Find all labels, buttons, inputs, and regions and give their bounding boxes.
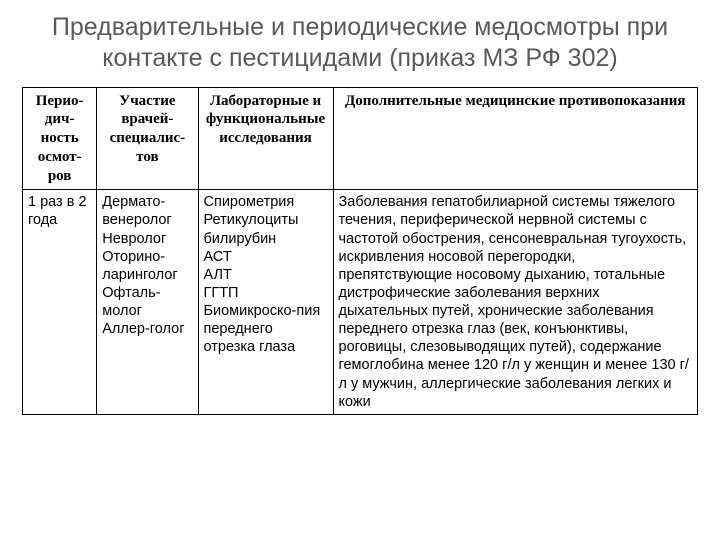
- exam-table: Перио-дич-ность осмот-ров Участие врачей…: [22, 87, 698, 415]
- cell-period: 1 раз в 2 года: [23, 190, 97, 415]
- cell-contra: Заболевания гепатобилиарной системы тяже…: [333, 190, 698, 415]
- table-row: 1 раз в 2 года Дермато-венеролог Невроло…: [23, 190, 698, 415]
- col-header-labs: Лабораторные и функциональные исследован…: [198, 87, 333, 190]
- col-header-period: Перио-дич-ность осмот-ров: [23, 87, 97, 190]
- cell-specialists: Дермато-венеролог Невролог Оторино-ларин…: [97, 190, 198, 415]
- col-header-contra: Дополнительные медицинские противопоказа…: [333, 87, 698, 190]
- slide-title: Предварительные и периодические медосмот…: [22, 12, 698, 75]
- cell-labs: Спирометрия Ретикулоциты билирубин АСТ А…: [198, 190, 333, 415]
- col-header-specialists: Участие врачей-специалис-тов: [97, 87, 198, 190]
- table-header-row: Перио-дич-ность осмот-ров Участие врачей…: [23, 87, 698, 190]
